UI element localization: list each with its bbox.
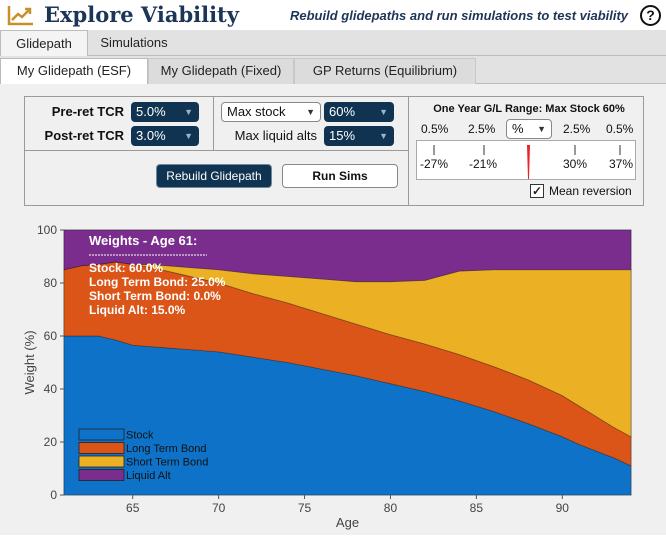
range-bound-label: -21% (469, 157, 498, 171)
hover-title: Weights - Age 61: (89, 233, 197, 248)
pre-ret-tcr-value: 5.0% (136, 104, 166, 119)
dropdown-arrow-icon: ▼ (379, 131, 388, 141)
tab-gp-returns[interactable]: GP Returns (Equilibrium) (294, 58, 476, 84)
stacked-area-chart: 0 20 40 60 80 100 65 70 75 80 85 90 Age Weight (%) Wei… (22, 223, 632, 530)
x-axis-label: Age (336, 515, 359, 530)
max-liquid-alts-value: 15% (329, 128, 356, 143)
divider (24, 150, 409, 151)
range-unit-value: % (512, 121, 524, 136)
dropdown-arrow-icon: ▼ (379, 107, 388, 117)
range-title: One Year G/L Range: Max Stock 60% (433, 103, 625, 115)
y-tick-label: 60 (44, 329, 58, 343)
mean-reversion-checkbox[interactable]: ✓ (530, 184, 544, 198)
rebuild-glidepath-button[interactable]: Rebuild Glidepath (156, 164, 272, 188)
range-pct-label: 0.5% (421, 122, 449, 136)
max-stock-value: 60% (329, 104, 356, 119)
chart-trend-icon (7, 6, 33, 26)
tagline: Rebuild glidepaths and run simulations t… (290, 8, 629, 23)
legend-label: Long Term Bond (126, 443, 207, 455)
gauge-ticks (433, 145, 621, 179)
tab-my-glidepath-esf[interactable]: My Glidepath (ESF) (0, 58, 148, 85)
max-stock-select[interactable]: 60% ▼ (324, 102, 394, 122)
hover-line: Stock: 60.0% (89, 261, 163, 275)
range-unit-select[interactable]: % ▼ (506, 119, 552, 139)
range-bound-label: 37% (609, 157, 634, 171)
dropdown-arrow-icon: ▼ (537, 124, 546, 134)
range-bound-label: 30% (563, 157, 588, 171)
y-axis-label: Weight (%) (22, 330, 37, 394)
glidepath-chart: 0 20 40 60 80 100 65 70 75 80 85 90 Age Weight (%) Wei… (0, 214, 666, 535)
hover-line: Long Term Bond: 25.0% (89, 275, 226, 289)
tab-my-glidepath-fixed[interactable]: My Glidepath (Fixed) (148, 58, 294, 84)
y-tick-label: 40 (44, 382, 58, 396)
legend-swatch (78, 442, 125, 454)
post-ret-tcr-value: 3.0% (136, 128, 166, 143)
app-header: Explore Viability Rebuild glidepaths and… (0, 0, 666, 30)
max-liquid-alts-select[interactable]: 15% ▼ (324, 126, 394, 146)
range-pct-label: 2.5% (563, 122, 591, 136)
range-bound-label: -27% (420, 157, 449, 171)
range-gauge (416, 140, 636, 180)
dropdown-arrow-icon: ▼ (306, 107, 315, 117)
x-tick-label: 70 (212, 501, 226, 515)
tab-glidepath[interactable]: Glidepath (0, 30, 88, 57)
max-stock-type-value: Max stock (227, 104, 286, 119)
hover-line: Short Term Bond: 0.0% (89, 289, 221, 303)
range-pct-label: 0.5% (606, 122, 634, 136)
x-tick-label: 65 (126, 501, 140, 515)
mean-reversion-label: Mean reversion (549, 184, 632, 198)
hover-line: Liquid Alt: 15.0% (89, 303, 186, 317)
help-icon[interactable]: ? (640, 5, 661, 26)
x-tick-label: 75 (298, 501, 312, 515)
y-tick-label: 100 (37, 223, 57, 237)
pre-ret-tcr-label: Pre-ret TCR (51, 104, 124, 119)
post-ret-tcr-label: Post-ret TCR (44, 128, 124, 143)
post-ret-tcr-select[interactable]: 3.0% ▼ (131, 126, 199, 146)
y-tick-label: 20 (44, 435, 58, 449)
y-tick-label: 0 (50, 488, 57, 502)
legend-label: Short Term Bond (126, 457, 208, 469)
x-tick-label: 85 (470, 501, 484, 515)
sub-tab-bar: My Glidepath (ESF) My Glidepath (Fixed) … (0, 56, 666, 85)
max-liquid-alts-label: Max liquid alts (234, 128, 317, 143)
area-liquid-alt (63, 229, 632, 283)
x-tick-label: 80 (384, 501, 398, 515)
pre-ret-tcr-select[interactable]: 5.0% ▼ (131, 102, 199, 122)
divider (213, 96, 214, 150)
divider (408, 96, 409, 206)
range-pct-label: 2.5% (468, 122, 496, 136)
range-marker (527, 145, 530, 179)
y-tick-label: 80 (44, 276, 58, 290)
tab-simulations[interactable]: Simulations (100, 35, 168, 50)
legend-label: Stock (126, 430, 154, 442)
area-long-term-bond (63, 261, 632, 467)
legend-label: Liquid Alt (126, 470, 171, 482)
area-stock (63, 335, 632, 496)
main-tab-bar: Glidepath Simulations (0, 30, 666, 57)
dropdown-arrow-icon: ▼ (184, 107, 193, 117)
legend-swatch (78, 428, 125, 441)
app-title: Explore Viability (44, 2, 239, 27)
max-stock-type-select[interactable]: Max stock ▼ (221, 102, 321, 122)
legend-swatch (78, 455, 125, 468)
run-sims-button[interactable]: Run Sims (282, 164, 398, 188)
x-tick-label: 90 (556, 501, 570, 515)
legend-swatch (78, 469, 125, 481)
area-short-term-bond (63, 261, 632, 438)
dropdown-arrow-icon: ▼ (184, 131, 193, 141)
